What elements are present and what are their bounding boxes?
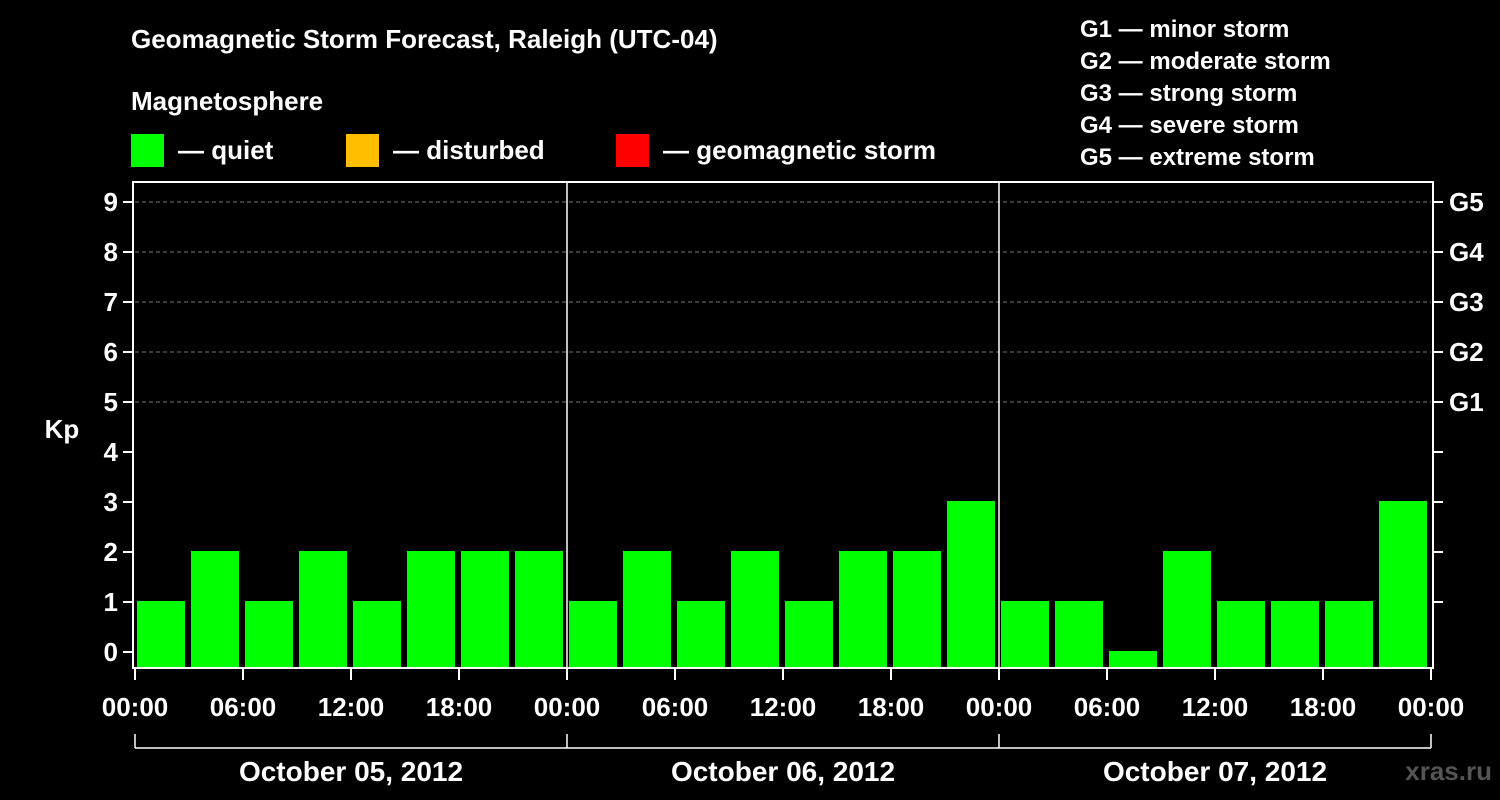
x-tick-label: 12:00 <box>750 692 817 722</box>
kp-bar <box>1163 551 1211 668</box>
x-tick-label: 00:00 <box>534 692 601 722</box>
y-tick-label: 7 <box>104 287 118 317</box>
x-tick-label: 00:00 <box>1398 692 1465 722</box>
legend-disturbed-label: — disturbed <box>393 134 545 165</box>
y-axis-label: Kp <box>45 414 80 444</box>
kp-bar <box>677 601 725 668</box>
g-tick-label: G1 <box>1449 387 1484 417</box>
y-tick-label: 4 <box>104 437 119 467</box>
g4-description: G4 — severe storm <box>1080 112 1299 139</box>
x-tick-label: 06:00 <box>642 692 709 722</box>
kp-bar <box>299 551 347 668</box>
kp-bar <box>191 551 239 668</box>
x-tick-label: 18:00 <box>858 692 925 722</box>
chart-title: Geomagnetic Storm Forecast, Raleigh (UTC… <box>131 24 718 54</box>
day-label: October 07, 2012 <box>1103 756 1327 787</box>
legend-storm: — geomagnetic storm <box>616 133 936 167</box>
watermark: xras.ru <box>1405 756 1492 786</box>
y-tick-label: 2 <box>104 537 118 567</box>
storm-swatch <box>616 133 649 167</box>
legend-storm-label: — geomagnetic storm <box>663 134 937 165</box>
kp-bar <box>1379 501 1427 668</box>
g-tick-label: G5 <box>1449 187 1484 217</box>
x-tick-label: 12:00 <box>1182 692 1249 722</box>
legend-quiet-label: — quiet <box>178 134 274 165</box>
kp-bar <box>1217 601 1265 668</box>
kp-bar <box>1001 601 1049 668</box>
y-tick-label: 3 <box>104 487 118 517</box>
y-tick-label: 9 <box>104 187 118 217</box>
kp-bar <box>785 601 833 668</box>
x-tick-label: 06:00 <box>1074 692 1141 722</box>
y-tick-label: 1 <box>104 587 118 617</box>
x-tick-label: 18:00 <box>426 692 493 722</box>
kp-bar <box>407 551 455 668</box>
g1-description: G1 — minor storm <box>1080 16 1290 43</box>
g-scale-legend: G1 — minor storm G2 — moderate storm G3 … <box>1080 14 1331 174</box>
y-tick-label: 5 <box>104 387 118 417</box>
kp-bar <box>461 551 509 668</box>
g-tick-label: G3 <box>1449 287 1484 317</box>
kp-bar <box>353 601 401 668</box>
kp-bar <box>947 501 995 668</box>
day-label: October 05, 2012 <box>239 756 463 787</box>
x-tick-label: 12:00 <box>318 692 385 722</box>
legend-quiet: — quiet <box>131 133 273 167</box>
y-tick-label: 8 <box>104 237 118 267</box>
kp-bar <box>137 601 185 668</box>
kp-bar <box>515 551 563 668</box>
kp-bar <box>839 551 887 668</box>
disturbed-swatch <box>346 133 379 167</box>
g5-description: G5 — extreme storm <box>1080 144 1315 171</box>
y-tick-label: 0 <box>104 637 118 667</box>
x-tick-label: 06:00 <box>210 692 277 722</box>
day-label: October 06, 2012 <box>671 756 895 787</box>
kp-bar <box>245 601 293 668</box>
x-tick-label: 00:00 <box>966 692 1033 722</box>
g3-description: G3 — strong storm <box>1080 80 1298 107</box>
legend-disturbed: — disturbed <box>346 133 545 167</box>
kp-bar <box>623 551 671 668</box>
y-tick-label: 6 <box>104 337 118 367</box>
quiet-swatch <box>131 133 164 167</box>
x-tick-label: 18:00 <box>1290 692 1357 722</box>
kp-bar <box>569 601 617 668</box>
kp-bar <box>1271 601 1319 668</box>
kp-bar <box>731 551 779 668</box>
magnetosphere-label: Magnetosphere <box>131 86 324 116</box>
x-tick-label: 00:00 <box>102 692 169 722</box>
kp-bar <box>893 551 941 668</box>
g-tick-label: G4 <box>1449 237 1484 267</box>
kp-bar <box>1325 601 1373 668</box>
kp-bar <box>1109 651 1157 668</box>
g2-description: G2 — moderate storm <box>1080 48 1331 75</box>
kp-bar <box>1055 601 1103 668</box>
g-tick-label: G2 <box>1449 337 1484 367</box>
